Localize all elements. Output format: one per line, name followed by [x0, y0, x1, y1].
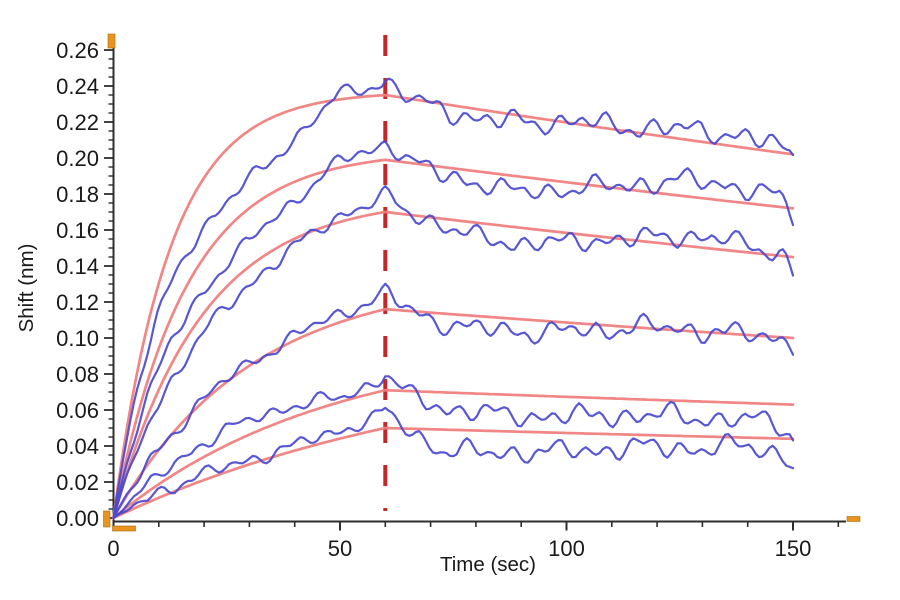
data-curve-4: [112, 282, 795, 520]
y-tick-label: 0.10: [56, 326, 99, 351]
data-curve-5: [112, 375, 795, 520]
y-tick-label: 0.16: [56, 218, 99, 243]
x-tick-label: 100: [548, 536, 585, 561]
data-curve-1: [112, 77, 795, 520]
fit-curve-6: [112, 426, 795, 520]
data-curve-2: [112, 140, 795, 520]
y-tick-label: 0.22: [56, 110, 99, 135]
fit-curve-5: [112, 388, 795, 520]
x-tick-label: 0: [107, 536, 119, 561]
x-axis-title: Time (sec): [440, 553, 536, 576]
y-tick-label: 0.20: [56, 146, 99, 171]
y-tick-label: 0.14: [56, 254, 99, 279]
y-tick-label: 0.24: [56, 74, 99, 99]
y-tick-label: 0.06: [56, 398, 99, 423]
fit-curve-3: [112, 210, 795, 520]
y-tick-label: 0.18: [56, 182, 99, 207]
y-tick-label: 0.12: [56, 290, 99, 315]
fit-curve-4: [112, 307, 795, 520]
fit-curve-1: [112, 93, 795, 520]
fit-curve-2: [112, 158, 795, 520]
y-tick-label: 0.04: [56, 434, 99, 459]
y-tick-label: 0.26: [56, 38, 99, 63]
x-axis-right-end-marker: [846, 516, 861, 522]
x-tick-label: 150: [775, 536, 812, 561]
y-tick-label: 0.02: [56, 470, 99, 495]
data-curve-3: [112, 185, 795, 520]
y-axis-origin-end-marker: [103, 510, 111, 528]
y-axis-title: Shift (nm): [15, 244, 38, 333]
y-axis-top-end-marker: [107, 33, 116, 49]
x-axis-origin-end-marker: [112, 525, 136, 532]
data-curve-6: [112, 406, 795, 520]
y-tick-label: 0.00: [56, 506, 99, 531]
x-tick-label: 50: [328, 536, 352, 561]
y-tick-label: 0.08: [56, 362, 99, 387]
